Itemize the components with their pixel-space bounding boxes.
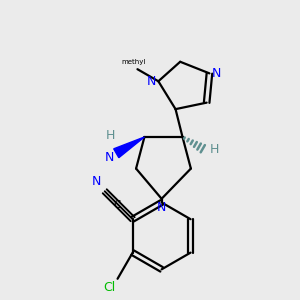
Text: N: N xyxy=(157,201,166,214)
Text: N: N xyxy=(105,151,114,164)
Text: C: C xyxy=(113,200,121,210)
Text: N: N xyxy=(92,175,101,188)
Text: H: H xyxy=(106,129,116,142)
Text: N: N xyxy=(147,75,156,88)
Text: H: H xyxy=(210,143,220,156)
Polygon shape xyxy=(114,137,144,158)
Text: methyl: methyl xyxy=(122,59,146,65)
Text: N: N xyxy=(212,67,222,80)
Text: Cl: Cl xyxy=(103,280,116,294)
